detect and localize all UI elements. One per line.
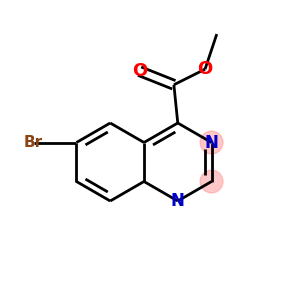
- Text: O: O: [197, 60, 213, 78]
- Text: N: N: [171, 192, 185, 210]
- Text: Br: Br: [24, 135, 43, 150]
- Circle shape: [200, 170, 223, 193]
- Circle shape: [200, 131, 223, 154]
- Text: O: O: [132, 62, 147, 80]
- Text: N: N: [205, 134, 218, 152]
